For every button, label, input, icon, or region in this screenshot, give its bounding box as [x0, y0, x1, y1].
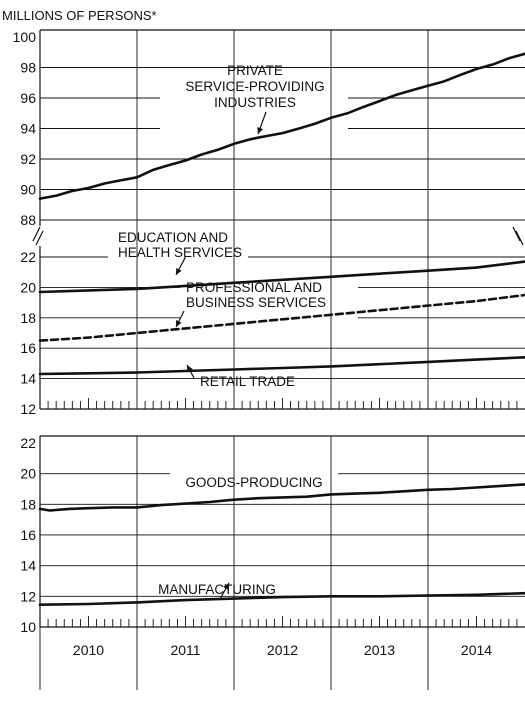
series-line-manufacturing [40, 593, 525, 605]
y-axis-unit-label: MILLIONS OF PERSONS* [2, 8, 157, 23]
upper-y-tick-label-96: 96 [20, 90, 36, 106]
upper-y-tick-label-b18: 18 [20, 310, 36, 326]
upper-y-tick-label-b12: 12 [20, 401, 36, 417]
lower-y-tick-label-10: 10 [20, 619, 36, 635]
upper-y-tick-label-b22: 22 [20, 249, 36, 265]
upper-y-tick-label-98: 98 [20, 60, 36, 76]
x-tick-label-2012: 2012 [267, 642, 298, 658]
lower-y-tick-label-20: 20 [20, 466, 36, 482]
x-tick-label-2013: 2013 [364, 642, 395, 658]
series-label-manufacturing-line-1: MANUFACTURING [158, 582, 276, 597]
upper-y-tick-label-b14: 14 [20, 371, 36, 387]
x-tick-label-2010: 2010 [73, 642, 104, 658]
lower-y-tick-label-22: 22 [20, 435, 36, 451]
axis-break-left [33, 227, 43, 245]
upper-y-tick-label-88: 88 [20, 212, 36, 228]
axis-break-right [513, 227, 523, 245]
series-label-private-service-providing-industries-line-2: SERVICE-PROVIDING [185, 79, 324, 94]
series-line-retail-trade [40, 357, 525, 374]
series-label-education-and-health-services-line-1: EDUCATION AND [118, 230, 228, 245]
upper-y-tick-label-90: 90 [20, 182, 36, 198]
upper-y-tick-label-b16: 16 [20, 340, 36, 356]
upper-y-tick-label-100: 100 [13, 29, 37, 45]
x-tick-label-2014: 2014 [461, 642, 492, 658]
series-label-retail-trade-line-1: RETAIL TRADE [200, 374, 295, 389]
arrow-private-service-head [257, 127, 263, 134]
lower-y-tick-label-12: 12 [20, 588, 36, 604]
upper-y-tick-label-b20: 20 [20, 279, 36, 295]
series-label-private-service-providing-industries-line-1: PRIVATE [227, 63, 283, 78]
series-label-private-service-providing-industries-line-3: INDUSTRIES [214, 95, 296, 110]
upper-y-tick-label-94: 94 [20, 121, 36, 137]
series-label-education-and-health-services-line-2: HEALTH SERVICES [118, 245, 242, 260]
series-label-professional-and-business-services-line-1: PROFESSIONAL AND [186, 280, 322, 295]
lower-y-tick-label-16: 16 [20, 527, 36, 543]
x-tick-label-2011: 2011 [170, 642, 200, 658]
upper-y-tick-label-92: 92 [20, 151, 36, 167]
lower-y-tick-label-14: 14 [20, 558, 36, 574]
series-label-professional-and-business-services-line-2: BUSINESS SERVICES [186, 295, 326, 310]
lower-y-tick-label-18: 18 [20, 496, 36, 512]
series-label-goods-producing-line-1: GOODS-PRODUCING [185, 475, 322, 490]
